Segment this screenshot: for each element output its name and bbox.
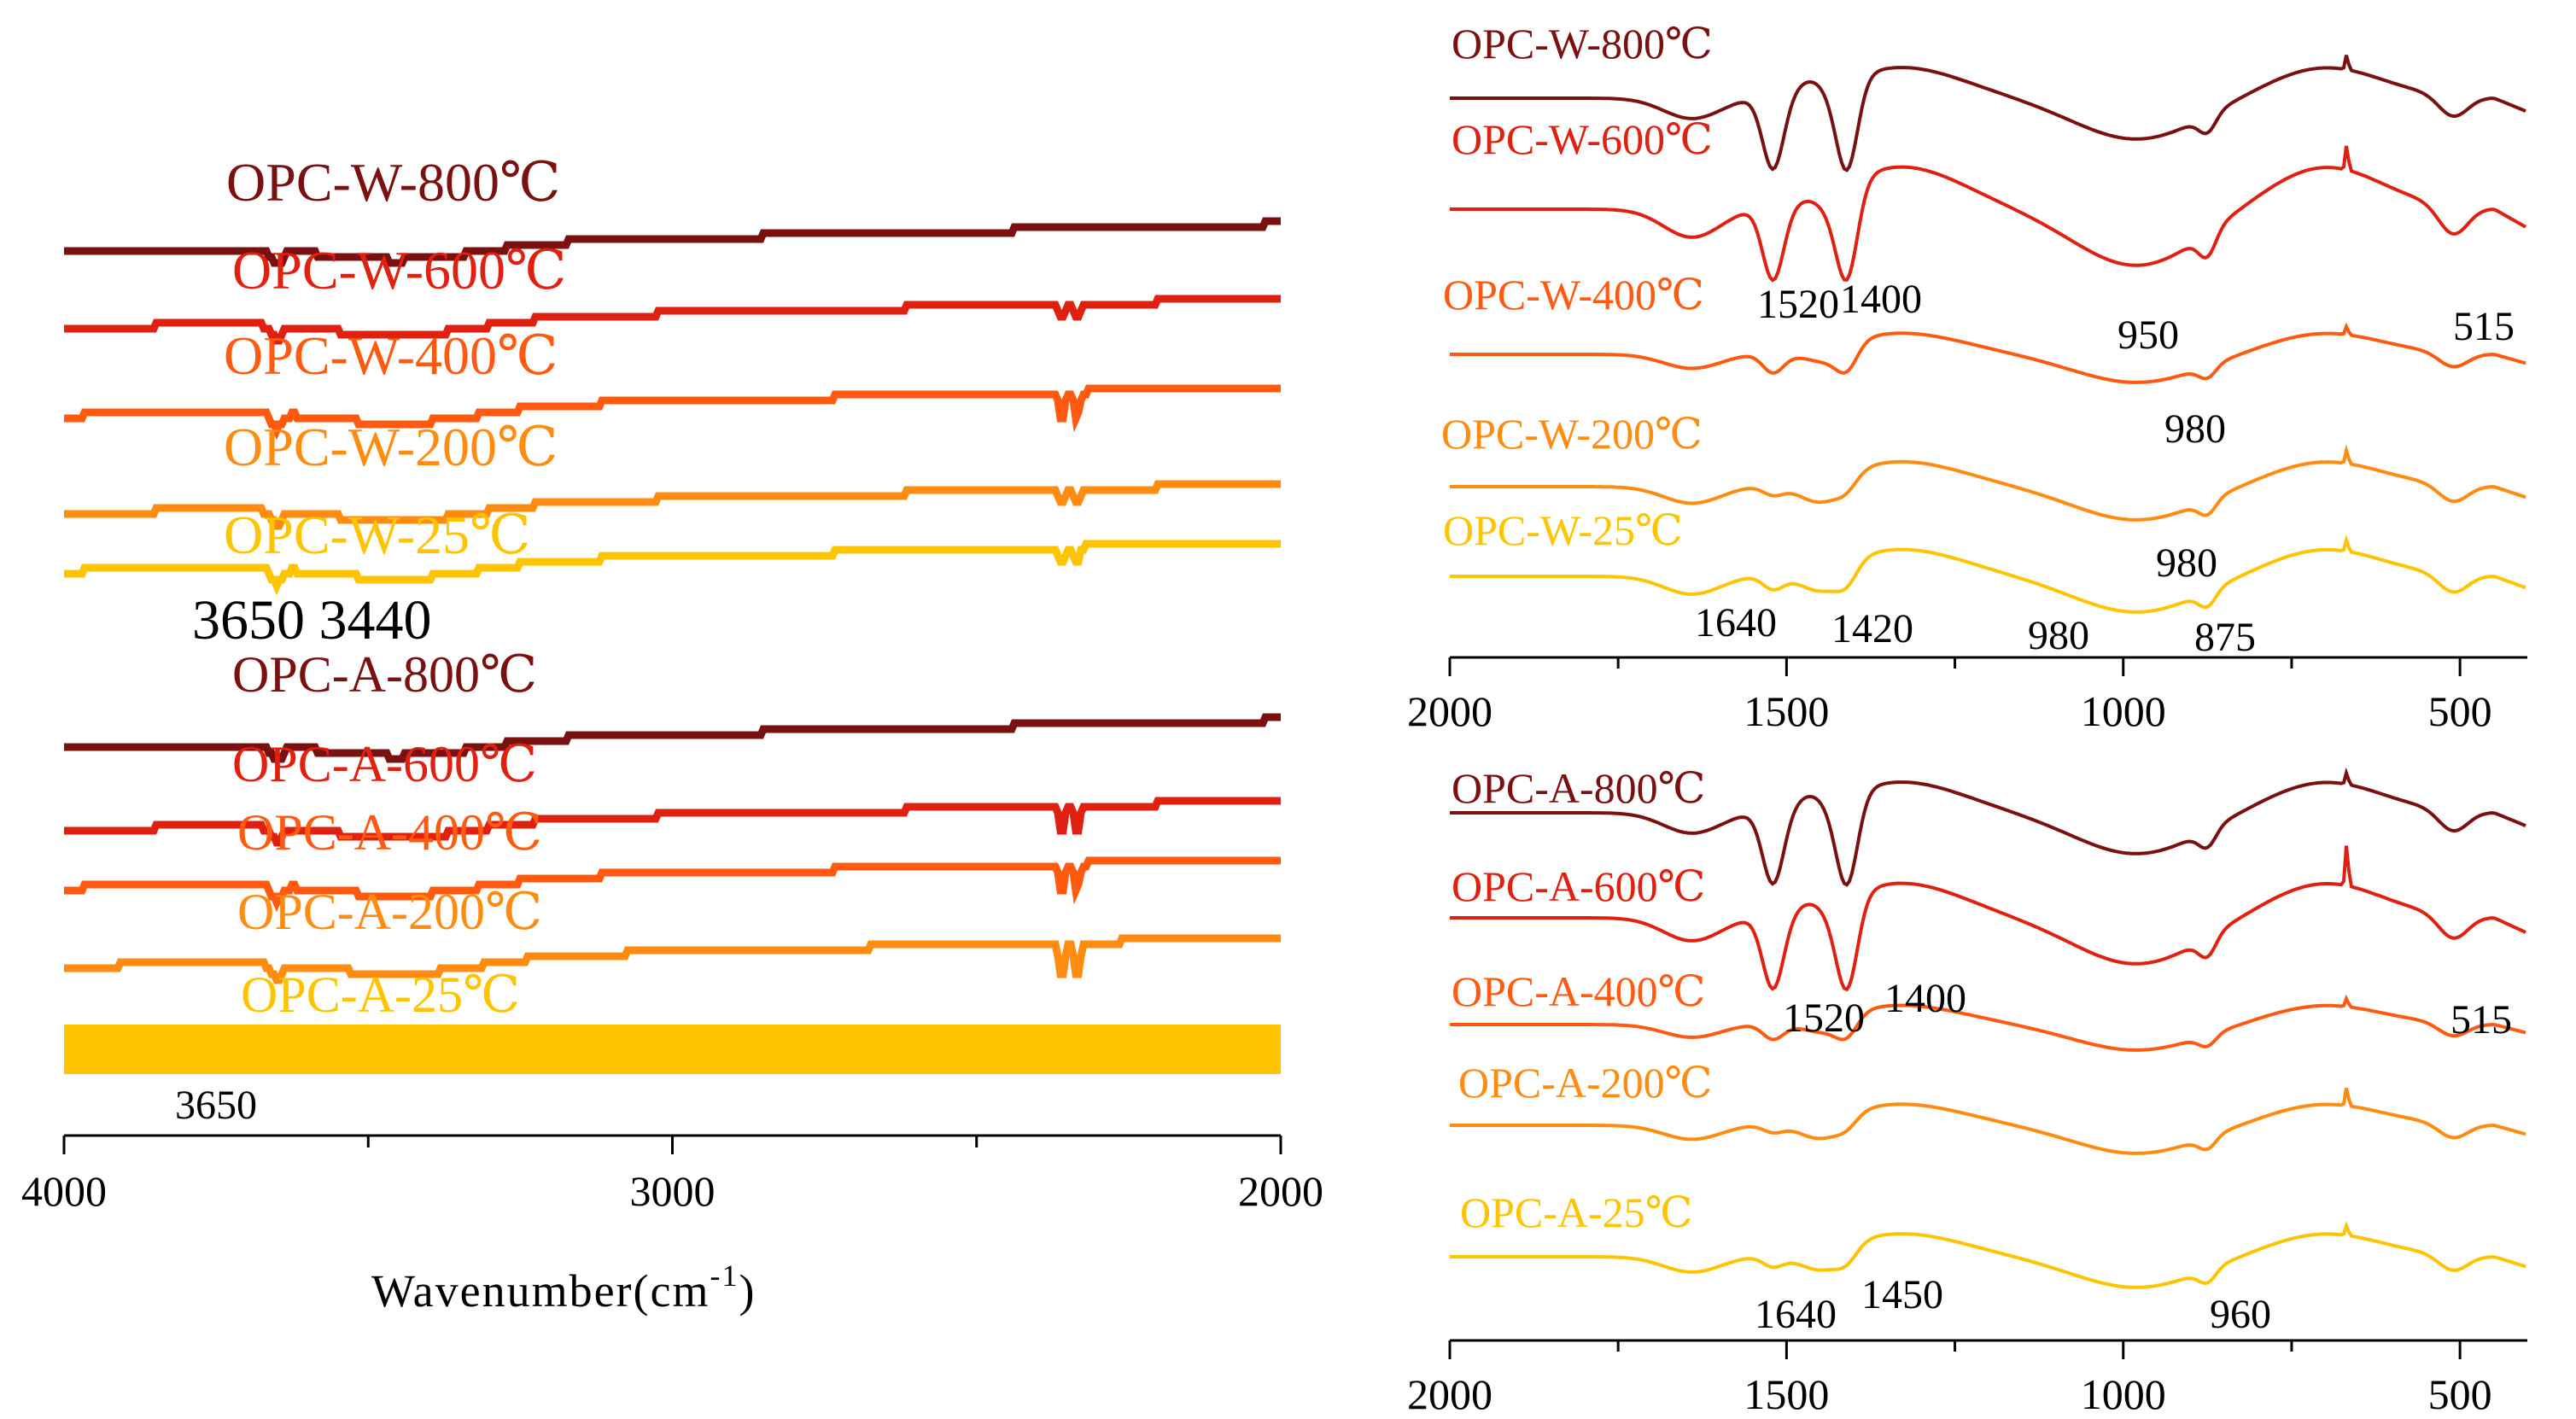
series-label: OPC-W-25℃ xyxy=(1443,506,1683,554)
series-label: OPC-A-25℃ xyxy=(241,966,520,1023)
x-tick-label: 1000 xyxy=(2081,1370,2166,1418)
peak-annotation: 1520 xyxy=(1757,282,1839,327)
series-line xyxy=(64,713,1281,763)
series-label: OPC-W-200℃ xyxy=(224,417,558,477)
series-line xyxy=(64,934,1281,984)
peak-annotation: 1400 xyxy=(1884,976,1966,1021)
peak-annotation: 1640 xyxy=(1695,600,1777,645)
series-line xyxy=(64,540,1281,596)
series-label: OPC-A-25℃ xyxy=(1460,1188,1693,1236)
right-top-panel: 2000 1500 1000 500 OPC-W-800℃ OPC-W-600℃ OPC-W… xyxy=(1407,20,2527,735)
peak-annotation: 875 xyxy=(2194,615,2256,660)
series-line xyxy=(1450,994,2526,1052)
series-label: OPC-W-200℃ xyxy=(1441,410,1703,458)
series-line xyxy=(1450,767,2526,887)
series-line xyxy=(64,480,1281,530)
x-tick-label: 500 xyxy=(2428,1370,2492,1418)
series-line xyxy=(1450,845,2526,992)
series-line xyxy=(1450,55,2526,172)
peak-annotation: 515 xyxy=(2453,304,2515,349)
left-x-tick-label: 4000 xyxy=(21,1167,107,1215)
series-line xyxy=(1450,1220,2526,1289)
peak-annotation: 960 xyxy=(2210,1292,2271,1337)
peak-annotation: 980 xyxy=(2164,406,2226,452)
series-label: OPC-W-800℃ xyxy=(1452,20,1713,67)
series-label: OPC-A-800℃ xyxy=(1452,764,1706,812)
series-band xyxy=(64,1025,1281,1074)
series-label: OPC-W-600℃ xyxy=(1452,115,1713,163)
series-line xyxy=(64,217,1281,267)
series-label: OPC-A-600℃ xyxy=(1452,862,1706,910)
peak-annotation: 1520 xyxy=(1783,996,1865,1041)
x-tick-label: 2000 xyxy=(1407,687,1492,735)
series-line xyxy=(1450,322,2526,384)
series-line xyxy=(1450,534,2526,614)
peak-annotation: 980 xyxy=(2156,540,2217,586)
series-label: OPC-W-25℃ xyxy=(224,505,531,565)
peak-annotation: 1400 xyxy=(1840,277,1922,322)
series-line xyxy=(64,856,1281,913)
series-label: OPC-A-600℃ xyxy=(232,736,537,792)
series-line xyxy=(1450,145,2526,283)
left-panel: 4000 3000 2000 Wavenumber(cm-1) OPC-W-800℃ OP… xyxy=(21,152,1323,1317)
x-tick-label: 1500 xyxy=(1744,1370,1829,1418)
series-label: OPC-A-400℃ xyxy=(1452,967,1706,1015)
series-label: OPC-W-600℃ xyxy=(232,240,567,301)
x-label-main: Wavenumber(cm xyxy=(371,1265,710,1317)
series-label: OPC-W-400℃ xyxy=(1443,271,1704,318)
peak-annotation: 950 xyxy=(2117,312,2179,358)
peak-annotation: 3650 3440 xyxy=(192,589,432,651)
series-label: OPC-A-400℃ xyxy=(237,804,542,861)
peak-annotation: 3650 xyxy=(175,1083,257,1128)
x-tick-label: 1000 xyxy=(2081,687,2166,735)
series-line xyxy=(64,295,1281,345)
series-line xyxy=(64,797,1281,847)
series-label: OPC-W-400℃ xyxy=(224,325,558,386)
left-x-tick-label: 3000 xyxy=(630,1167,716,1215)
x-tick-label: 2000 xyxy=(1407,1370,1492,1418)
left-x-tick-label: 2000 xyxy=(1238,1167,1323,1215)
series-label: OPC-A-200℃ xyxy=(237,884,542,940)
peak-annotation: 1640 xyxy=(1755,1292,1837,1337)
peak-annotation: 1450 xyxy=(1861,1272,1943,1317)
x-tick-label: 1500 xyxy=(1744,687,1829,735)
right-bottom-panel: 2000 1500 1000 500 OPC-A-800℃ OPC-A-600℃ OPC-A… xyxy=(1407,764,2527,1418)
series-line xyxy=(1450,1087,2526,1155)
peak-annotation: 1420 xyxy=(1831,606,1913,651)
x-tick-label: 500 xyxy=(2428,687,2492,735)
series-line xyxy=(1450,444,2526,522)
x-label-sup: -1 xyxy=(710,1258,739,1293)
series-label: OPC-A-800℃ xyxy=(232,646,537,703)
series-label: OPC-A-200℃ xyxy=(1458,1059,1713,1107)
series-line xyxy=(64,384,1281,441)
peak-annotation: 515 xyxy=(2450,997,2512,1042)
x-label-tail: ) xyxy=(739,1265,756,1317)
series-label: OPC-W-800℃ xyxy=(226,152,561,213)
left-x-axis-label: Wavenumber(cm-1) xyxy=(371,1258,756,1317)
peak-annotation: 980 xyxy=(2028,613,2089,658)
